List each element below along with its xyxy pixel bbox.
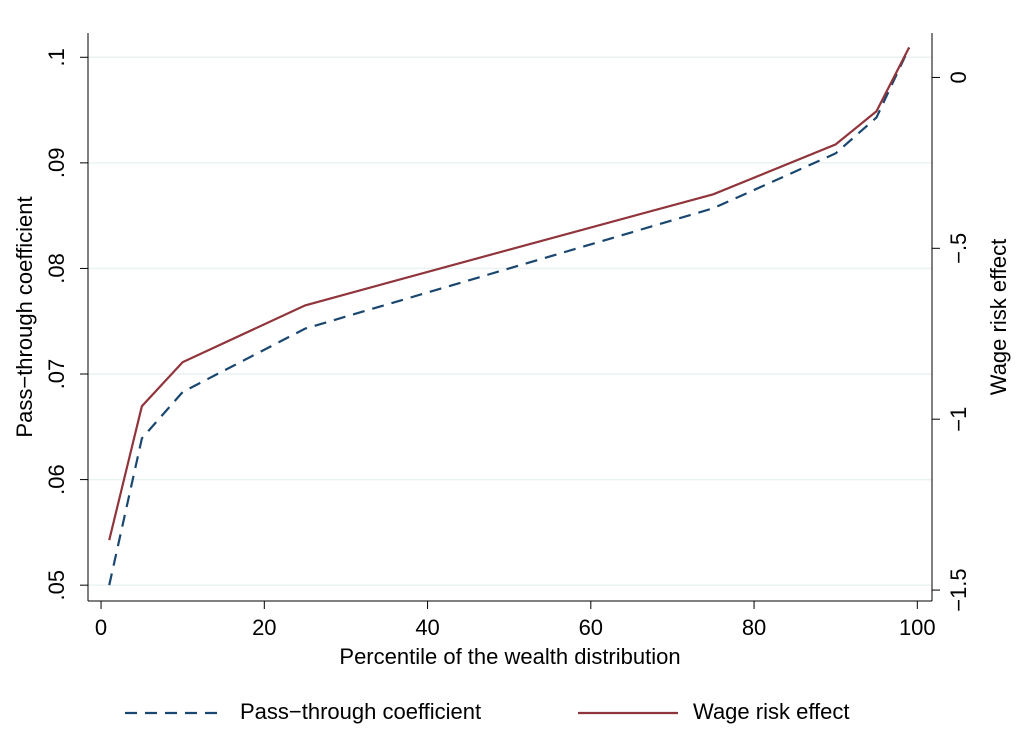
x-tick-label: 20 — [252, 615, 276, 640]
y-tick-label: .08 — [44, 253, 69, 284]
y-tick-label: .05 — [44, 570, 69, 601]
x-tick-label: 40 — [415, 615, 439, 640]
series-line — [108, 46, 911, 541]
y-tick-label: .09 — [44, 148, 69, 179]
x-tick-label: 0 — [95, 615, 107, 640]
y2-tick-label: −1 — [946, 407, 971, 432]
x-tick-label: 100 — [899, 615, 936, 640]
y2-tick-label: −1.5 — [946, 568, 971, 611]
x-tick-label: 80 — [742, 615, 766, 640]
x-axis-title: Percentile of the wealth distribution — [339, 644, 680, 669]
legend-label: Pass−through coefficient — [240, 699, 481, 724]
y2-axis-title: Wage risk effect — [986, 239, 1011, 396]
series-line — [108, 47, 911, 586]
y2-tick-label: −.5 — [946, 233, 971, 264]
legend-label: Wage risk effect — [693, 699, 850, 724]
x-tick-label: 60 — [579, 615, 603, 640]
y-tick-label: .1 — [44, 48, 69, 66]
y-axis-title: Pass−through coefficient — [12, 196, 37, 437]
y-tick-label: .07 — [44, 359, 69, 390]
y2-tick-label: 0 — [946, 71, 971, 83]
y-tick-label: .06 — [44, 464, 69, 495]
